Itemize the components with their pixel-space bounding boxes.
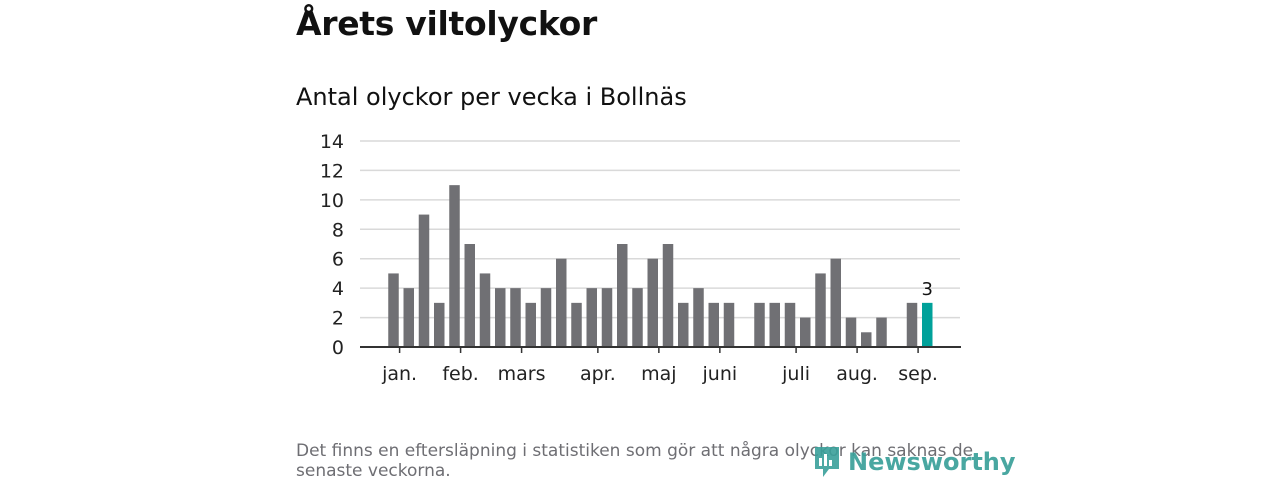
bar [876,317,887,347]
x-tick-label: jan. [381,363,417,385]
bar [586,288,597,347]
bar [662,244,674,347]
bar [769,302,780,347]
x-tick-label: mars [498,363,546,385]
bar [495,288,506,347]
bar [632,288,643,347]
bar [464,244,475,347]
x-tick-label: maj [641,363,676,385]
bar [845,317,857,347]
bar [601,288,613,347]
bar [571,302,582,347]
bar [708,302,719,347]
bar [678,302,689,347]
newsworthy-logo: Newsworthy [812,444,1016,480]
y-tick-label: 12 [320,160,344,182]
bar [617,244,628,347]
y-tick-label: 2 [332,308,344,330]
y-tick-label: 10 [320,190,344,212]
x-tick-label: apr. [580,363,616,385]
y-tick-label: 6 [332,249,344,271]
x-tick-label: sep. [898,363,938,385]
chart-title: Årets viltolyckor [296,4,597,43]
y-tick-label: 14 [320,131,344,153]
bar [647,258,658,347]
bar [418,214,430,347]
x-tick-label: juli [781,363,810,385]
bar [800,317,811,347]
newsworthy-logo-icon [815,447,839,477]
bar [861,332,872,347]
bar [434,302,445,347]
bar [723,302,735,347]
y-tick-label: 0 [332,337,344,359]
bar-chart: 0 2 4 6 8 10 12 14 3 jan. feb. mars apr. maj juni juli a… [320,131,961,385]
chart-subtitle: Antal olyckor per vecka i Bollnäs [296,83,687,111]
bar [556,258,567,347]
bar [830,258,841,347]
y-tick-label: 4 [332,278,344,300]
x-tick-label: feb. [442,363,478,385]
bar [388,273,399,347]
bar [540,288,552,347]
bar [754,302,765,347]
bar [693,288,704,347]
bar [906,302,918,347]
footnote: Det finns en eftersläpning i statistiken… [296,441,974,481]
y-tick-label: 8 [332,219,344,241]
bar [784,302,796,347]
bar [403,288,414,347]
bar [449,185,460,347]
x-tick-label: juni [702,363,738,385]
bar [510,288,521,347]
bar-highlight [922,302,933,347]
x-tick-label: aug. [836,363,878,385]
bar [479,273,491,347]
brand-name: Newsworthy [848,448,1016,476]
data-label: 3 [922,279,933,300]
bar [815,273,826,347]
bar [525,302,536,347]
